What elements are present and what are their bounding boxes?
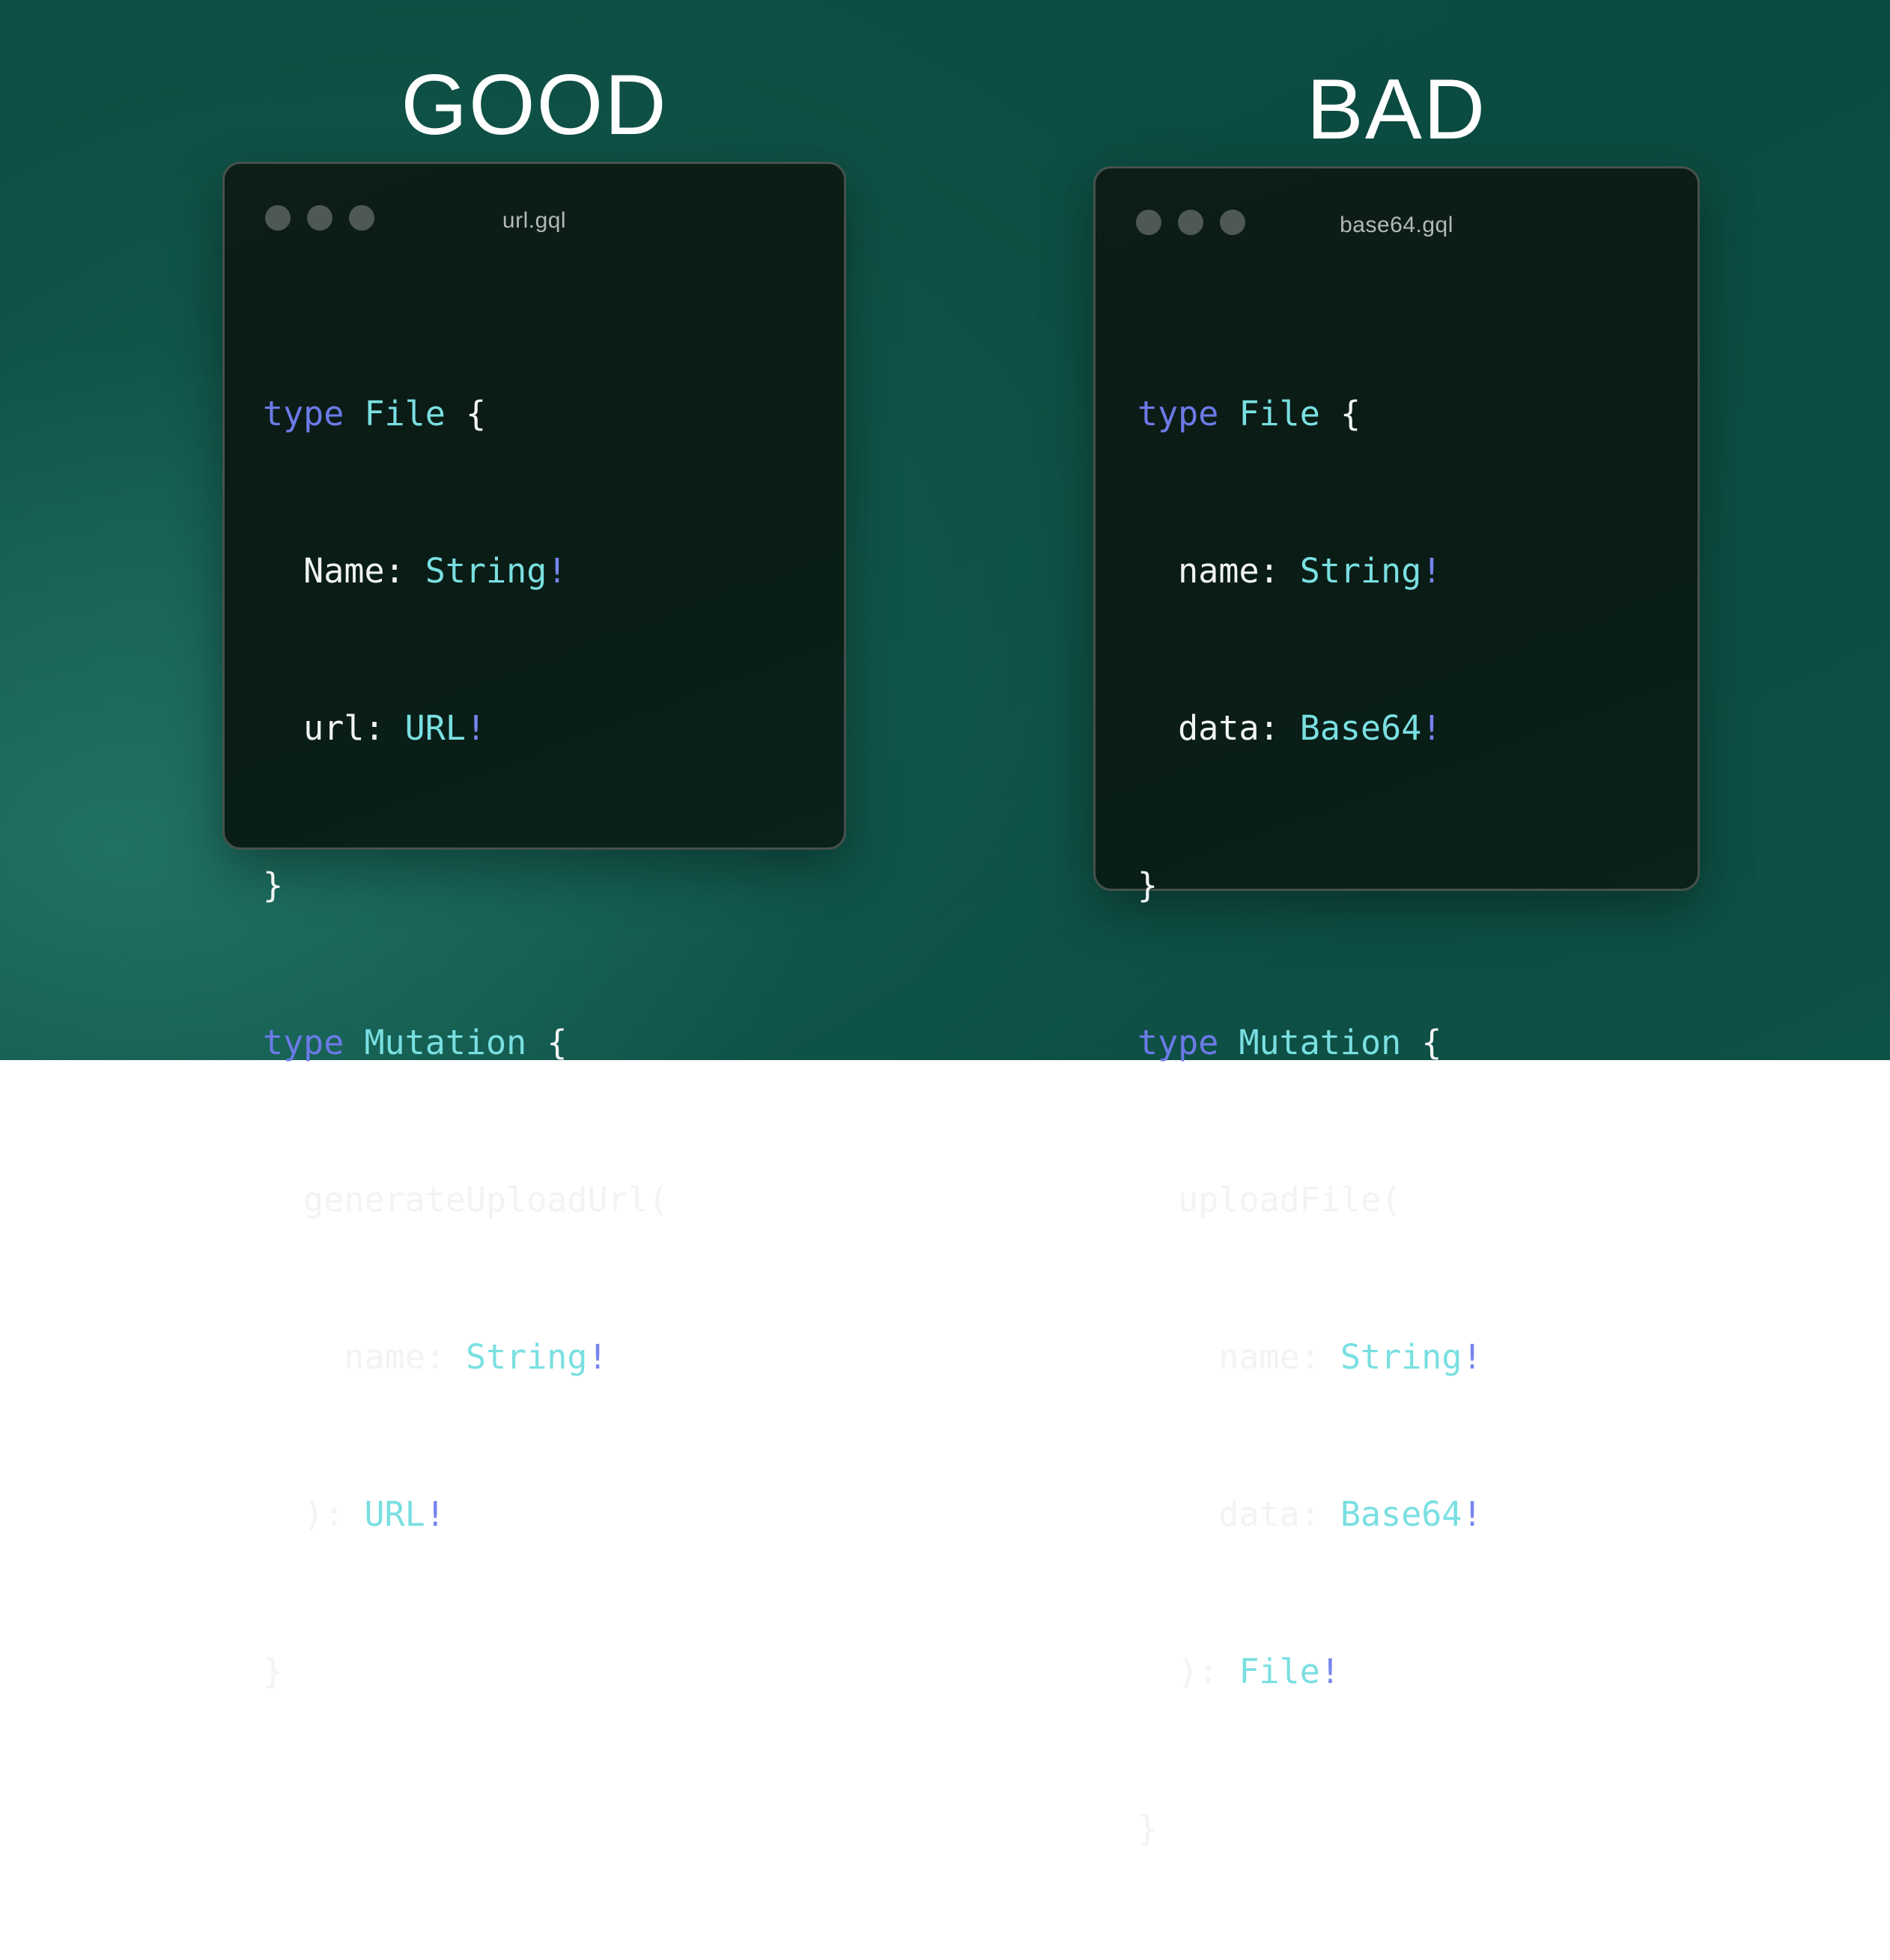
code-token: ): bbox=[1137, 1652, 1239, 1691]
code-token: Mutation bbox=[1239, 1023, 1422, 1062]
code-token: String bbox=[1340, 1337, 1462, 1377]
code-token: } bbox=[1137, 865, 1158, 905]
code-token: URL bbox=[404, 708, 466, 748]
code-token: url: bbox=[263, 708, 405, 748]
code-token: URL bbox=[364, 1494, 425, 1534]
code-token: type bbox=[1137, 1023, 1239, 1062]
code-line: type Mutation { bbox=[263, 1017, 669, 1069]
code-token: String bbox=[465, 1337, 588, 1377]
code-line: ): File! bbox=[1137, 1646, 1483, 1698]
code-token: } bbox=[1137, 1809, 1158, 1848]
window-titlebar: url.gql bbox=[225, 164, 844, 261]
code-line: } bbox=[1137, 859, 1483, 912]
code-token: { bbox=[547, 1023, 568, 1062]
window-dot-icon bbox=[349, 205, 374, 231]
code-token: generateUploadUrl( bbox=[263, 1180, 669, 1220]
code-window-bad: base64.gql type File { name: String! dat… bbox=[1093, 166, 1700, 1848]
code-token: Mutation bbox=[364, 1023, 547, 1062]
window-dot-icon bbox=[307, 205, 332, 231]
code-token: String bbox=[425, 551, 547, 591]
code-token: name: bbox=[263, 1337, 466, 1377]
code-line: name: String! bbox=[263, 1331, 669, 1384]
code-token: type bbox=[263, 394, 365, 433]
code-token: ! bbox=[1421, 551, 1442, 591]
code-token: uploadFile( bbox=[1137, 1180, 1402, 1220]
code-token: data: bbox=[1137, 708, 1300, 748]
good-label: GOOD bbox=[401, 58, 668, 153]
window-dot-icon bbox=[265, 205, 291, 231]
code-line: type File { bbox=[1137, 388, 1483, 440]
window-title: url.gql bbox=[502, 208, 567, 233]
code-line: } bbox=[263, 859, 669, 912]
code-line: Name: String! bbox=[263, 545, 669, 597]
code-line: } bbox=[263, 1646, 669, 1698]
code-token: name: bbox=[1137, 1337, 1340, 1377]
code-token: type bbox=[1137, 394, 1239, 433]
code-line: type Mutation { bbox=[1137, 1017, 1483, 1069]
code-line: type File { bbox=[263, 388, 669, 440]
code-token: } bbox=[263, 865, 284, 905]
window-dot-icon bbox=[1220, 210, 1245, 235]
window-controls bbox=[265, 205, 374, 231]
code-line: name: String! bbox=[1137, 1331, 1483, 1384]
code-token: String bbox=[1299, 551, 1422, 591]
code-token: { bbox=[1340, 394, 1361, 433]
code-token: Name: bbox=[263, 551, 425, 591]
code-token: Base64 bbox=[1340, 1494, 1462, 1534]
code-token: } bbox=[263, 1652, 284, 1691]
code-token: File bbox=[364, 394, 466, 433]
canvas: GOOD BAD url.gql type File { Name: Strin… bbox=[0, 0, 1890, 1848]
code-token: type bbox=[263, 1023, 365, 1062]
code-token: name: bbox=[1137, 551, 1300, 591]
code-token: ! bbox=[1319, 1652, 1340, 1691]
window-dot-icon bbox=[1178, 210, 1203, 235]
code-token: File bbox=[1239, 1652, 1320, 1691]
window-title: base64.gql bbox=[1340, 213, 1453, 237]
code-line: url: URL! bbox=[263, 702, 669, 755]
window-titlebar: base64.gql bbox=[1096, 168, 1698, 266]
code-block: type File { Name: String! url: URL! } ty… bbox=[263, 283, 669, 1803]
code-line: data: Base64! bbox=[1137, 1488, 1483, 1541]
code-line: } bbox=[1137, 1803, 1483, 1855]
bad-label: BAD bbox=[1306, 62, 1487, 157]
code-token: data: bbox=[1137, 1494, 1340, 1534]
code-line: name: String! bbox=[1137, 545, 1483, 597]
code-line: generateUploadUrl( bbox=[263, 1174, 669, 1226]
code-token: ! bbox=[1421, 708, 1442, 748]
code-token: File bbox=[1239, 394, 1340, 433]
code-token: ! bbox=[587, 1337, 608, 1377]
code-token: ! bbox=[547, 551, 568, 591]
code-window-good: url.gql type File { Name: String! url: U… bbox=[222, 162, 846, 1691]
code-token: ): bbox=[263, 1494, 365, 1534]
code-line: data: Base64! bbox=[1137, 702, 1483, 755]
code-token: ! bbox=[1462, 1337, 1483, 1377]
code-line: ): URL! bbox=[263, 1488, 669, 1541]
code-token: ! bbox=[465, 708, 487, 748]
code-line: uploadFile( bbox=[1137, 1174, 1483, 1226]
code-token: Base64 bbox=[1299, 708, 1422, 748]
code-block: type File { name: String! data: Base64! … bbox=[1137, 283, 1483, 1960]
window-dot-icon bbox=[1136, 210, 1161, 235]
code-token: ! bbox=[1462, 1494, 1483, 1534]
code-token: ! bbox=[425, 1494, 446, 1534]
code-token: { bbox=[465, 394, 487, 433]
code-token: { bbox=[1421, 1023, 1442, 1062]
window-controls bbox=[1136, 210, 1245, 235]
